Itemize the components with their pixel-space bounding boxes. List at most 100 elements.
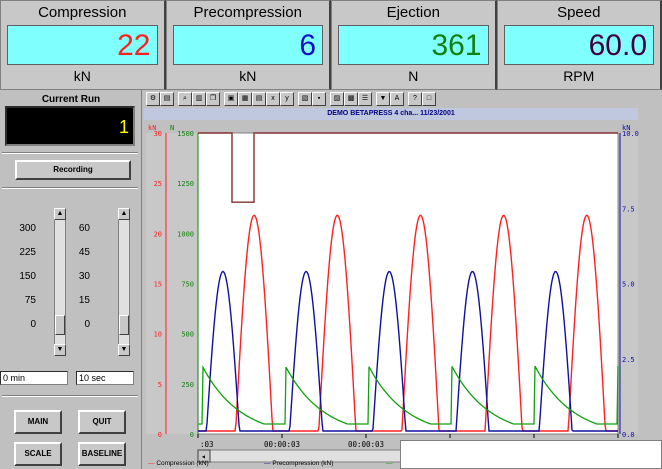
y-tick-kn: 0 — [158, 431, 162, 439]
scale-tick: 300 — [19, 223, 36, 234]
grid-icon[interactable]: ▦ — [238, 92, 252, 106]
time-min-field[interactable]: 0 min — [0, 371, 68, 385]
divider — [2, 395, 138, 397]
gauge-value: 22 — [7, 25, 158, 65]
x-tick-label: :03 — [200, 440, 214, 449]
y-tick-right: 10.0 — [622, 130, 639, 138]
chart-svg: kN N kN 30 25 20 15 10 5 0 1500 1250 1000 750 500 25… — [144, 120, 662, 469]
scale-tick: 30 — [78, 271, 90, 282]
scale-tick: 150 — [19, 271, 36, 282]
scale-tick: 45 — [78, 247, 90, 258]
window-icon[interactable]: □ — [422, 92, 436, 106]
table-icon[interactable]: ▤ — [252, 92, 266, 106]
print-icon[interactable]: ▤ — [160, 92, 174, 106]
y-tick-n: 0 — [190, 431, 194, 439]
scroll-up-button[interactable]: ▲ — [118, 208, 130, 220]
scroll-down-button[interactable]: ▼ — [54, 344, 66, 356]
y-tick-right: 7.5 — [622, 205, 635, 213]
time-sec-field[interactable]: 10 sec — [76, 371, 134, 385]
axis-y-icon[interactable]: y — [280, 92, 294, 106]
legend-precompression: — Precompression (kN) — [264, 460, 334, 467]
gauge-bar: Compression 22 kN Precompression 6 kN Ej… — [0, 0, 662, 90]
series-precompression-line — [198, 270, 618, 432]
current-run-display: 1 — [5, 106, 135, 146]
overlay-popup — [400, 440, 662, 469]
recording-button[interactable]: Recording — [15, 160, 131, 180]
gauge-value: 60.0 — [503, 25, 654, 65]
main-button[interactable]: MAIN — [14, 410, 62, 434]
y-tick-n: 750 — [181, 281, 194, 289]
gauge-title: Ejection — [386, 4, 440, 21]
plot-area — [197, 132, 619, 435]
axis-strip-right — [620, 133, 638, 434]
y-tick-kn: 15 — [154, 281, 162, 289]
legend-label: Compression (kN) — [156, 460, 209, 467]
y-tick-n: 250 — [181, 381, 194, 389]
scale-button[interactable]: SCALE — [14, 442, 62, 466]
baseline-button[interactable]: BASELINE — [78, 442, 126, 466]
clipboard-icon[interactable]: ▧ — [298, 92, 312, 106]
axis-unit-n: N — [170, 124, 174, 132]
scroll-left-button[interactable] — [197, 449, 211, 463]
scrollbar-thumb[interactable] — [55, 315, 65, 335]
scale-tick: 15 — [78, 295, 90, 306]
gauge-value: 361 — [338, 25, 489, 65]
gauge-compression: Compression 22 kN — [0, 0, 166, 90]
gauge-unit: N — [408, 68, 419, 84]
image-icon[interactable]: ▨ — [330, 92, 344, 106]
scale-tick: 225 — [19, 247, 36, 258]
y-tick-right: 2.5 — [622, 356, 635, 364]
zoom-icon[interactable]: ⌕ — [178, 92, 192, 106]
series-group — [198, 132, 619, 432]
marker-icon[interactable]: ▼ — [376, 92, 390, 106]
font-icon[interactable]: A — [390, 92, 404, 106]
gauge-title: Speed — [557, 4, 601, 21]
legend-ejection-marker: — — [386, 460, 393, 467]
scroll-up-button[interactable]: ▲ — [54, 208, 66, 220]
gauge-unit: kN — [239, 68, 257, 84]
page-icon[interactable]: ▣ — [224, 92, 238, 106]
save-icon[interactable]: ▪ — [312, 92, 326, 106]
chart-toolbar: ⚙ ▤ ⌕ ▥ ❐ ▣ ▦ ▤ x y ▧ ▪ ▨ ▩ ☰ ▼ A ? □ — [144, 92, 662, 108]
divider — [2, 187, 138, 189]
gauge-title: Precompression — [193, 4, 302, 21]
scrollbar-thumb[interactable] — [119, 315, 129, 335]
y-tick-n: 1500 — [177, 130, 194, 138]
y-tick-right: 5.0 — [622, 281, 635, 289]
scroll-left-arrow-icon: ◂ — [201, 452, 206, 461]
y-tick-kn: 20 — [154, 230, 162, 238]
list-icon[interactable]: ☰ — [358, 92, 372, 106]
layout-icon[interactable]: ▩ — [344, 92, 358, 106]
y-tick-kn: 30 — [154, 130, 162, 138]
y-tick-n: 1000 — [177, 230, 194, 238]
gauge-ejection: Ejection 361 N — [331, 0, 497, 90]
control-panel: Current Run 1 Recording 300 225 150 75 0… — [0, 90, 142, 469]
gauge-speed: Speed 60.0 RPM — [496, 0, 662, 90]
settings-icon[interactable]: ⚙ — [146, 92, 160, 106]
series-ejection-line — [198, 364, 619, 425]
y-tick-n: 1250 — [177, 180, 194, 188]
scale-tick: 0 — [84, 319, 90, 330]
gauge-unit: kN — [73, 68, 91, 84]
quit-button[interactable]: QUIT — [78, 410, 126, 434]
axis-unit-kn: kN — [148, 124, 156, 132]
copy-icon[interactable]: ❐ — [206, 92, 220, 106]
series-compression-line — [198, 214, 618, 432]
axis-strip-kn — [146, 133, 166, 434]
current-run-label: Current Run — [41, 94, 101, 105]
scroll-down-button[interactable]: ▼ — [118, 344, 130, 356]
series-speed-line — [198, 132, 618, 203]
y-tick-right: 0.0 — [622, 431, 635, 439]
axis-x-icon[interactable]: x — [266, 92, 280, 106]
axis-ticks: 30 25 20 15 10 5 0 1500 1250 1000 750 500 250 0 10.0 7.… — [154, 130, 639, 439]
scale-tick: 60 — [78, 223, 90, 234]
scale-tick: 75 — [24, 295, 36, 306]
help-icon[interactable]: ? — [408, 92, 422, 106]
y-tick-kn: 5 — [158, 381, 162, 389]
axis-strip-n — [166, 133, 198, 434]
x-tick-label: 00:00:03 — [264, 440, 300, 449]
chart-title: DEMO BETAPRESS 4 cha... 11/23/2001 — [144, 108, 638, 120]
chart-panel: ⚙ ▤ ⌕ ▥ ❐ ▣ ▦ ▤ x y ▧ ▪ ▨ ▩ ☰ ▼ A ? □ DE… — [144, 90, 662, 469]
y-tick-kn: 25 — [154, 180, 162, 188]
chart-icon[interactable]: ▥ — [192, 92, 206, 106]
